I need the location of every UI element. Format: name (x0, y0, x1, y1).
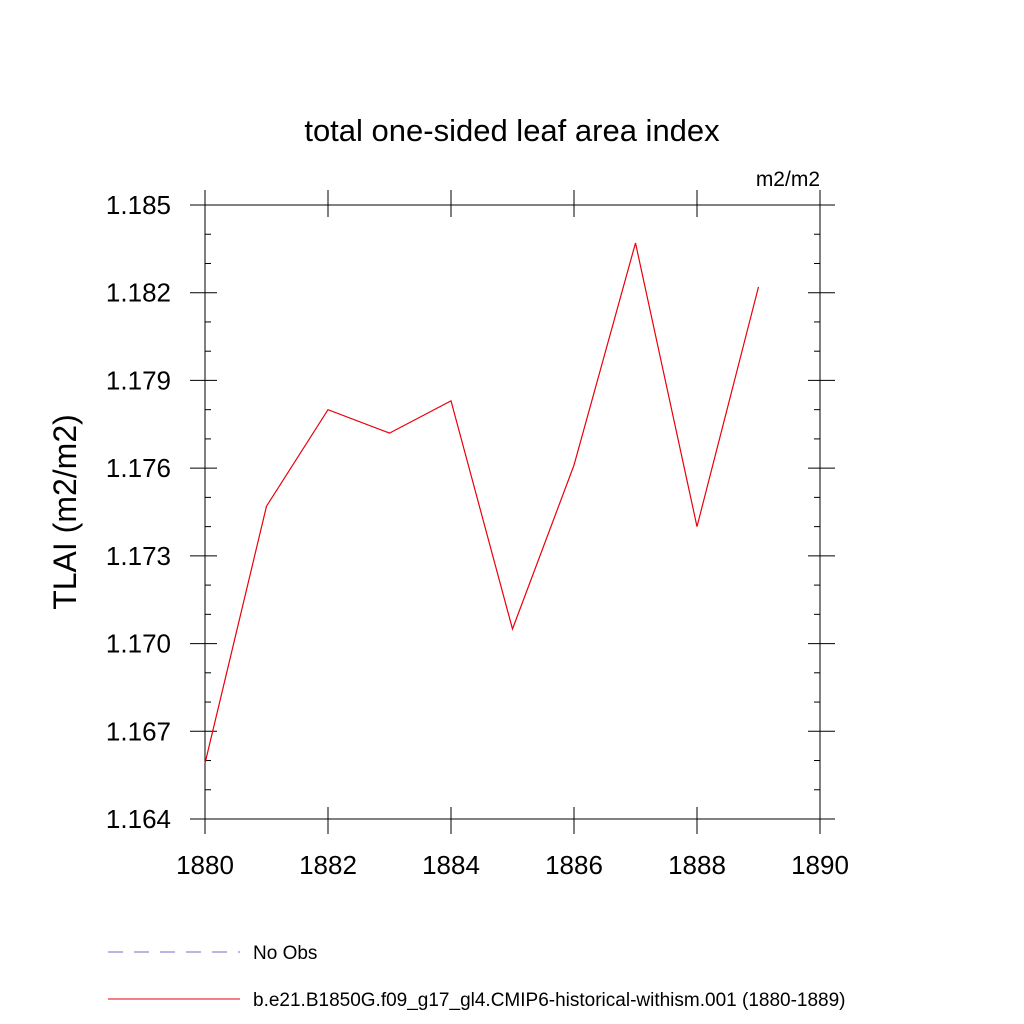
y-tick-label: 1.167 (106, 716, 171, 746)
y-axis-label: TLAI (m2/m2) (47, 414, 83, 610)
x-tick-label: 1886 (545, 850, 603, 880)
legend-label: b.e21.B1850G.f09_g17_gl4.CMIP6-historica… (253, 990, 846, 1011)
series-layer (204, 242, 760, 764)
y-tick-label: 1.164 (106, 804, 171, 834)
plot-frame (204, 204, 821, 820)
x-tick-labels: 1880 1882 1884 1886 1888 1890 (176, 850, 849, 880)
y-tick-label: 1.170 (106, 629, 171, 659)
x-tick-label: 1882 (299, 850, 357, 880)
units-label: m2/m2 (756, 168, 820, 191)
x-tick-label: 1880 (176, 850, 234, 880)
chart-title: total one-sided leaf area index (304, 113, 720, 148)
x-tick-label: 1888 (668, 850, 726, 880)
axis-ticks (190, 190, 835, 834)
y-tick-label: 1.185 (106, 190, 171, 220)
x-tick-label: 1890 (791, 850, 849, 880)
legend: No Obs b.e21.B1850G.f09_g17_gl4.CMIP6-his… (108, 943, 846, 1011)
y-tick-label: 1.176 (106, 453, 171, 483)
y-tick-label: 1.173 (106, 541, 171, 571)
y-tick-label: 1.182 (106, 278, 171, 308)
legend-label: No Obs (253, 943, 317, 964)
x-tick-label: 1884 (422, 850, 480, 880)
y-tick-label: 1.179 (106, 365, 171, 395)
y-tick-labels: 1.164 1.167 1.170 1.173 1.176 1.179 1.182 1.185 (106, 190, 171, 834)
series-line (204, 242, 760, 764)
